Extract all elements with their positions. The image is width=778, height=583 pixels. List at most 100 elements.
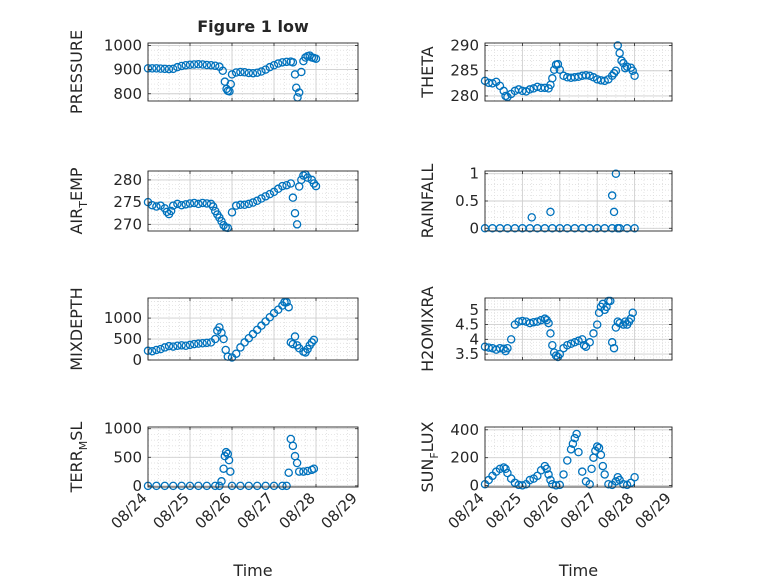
data-point (514, 85, 523, 94)
axes-background (148, 43, 358, 101)
data-point (177, 200, 186, 210)
data-point (240, 67, 249, 77)
data-point (189, 198, 199, 208)
data-point (585, 479, 594, 489)
data-point (261, 192, 270, 201)
data-point (501, 464, 510, 474)
data-point (231, 68, 241, 77)
data-point (563, 456, 572, 465)
axes-box (484, 297, 673, 361)
data-point (297, 67, 306, 77)
data-point (628, 66, 637, 75)
data-point (617, 56, 626, 65)
data-point (536, 315, 546, 325)
data-point (278, 58, 287, 67)
y-tick-label: 275 (113, 193, 142, 211)
data-point (194, 339, 203, 348)
y-tick-label: 3.5 (455, 345, 479, 363)
data-point (160, 343, 170, 352)
data-point (585, 71, 594, 81)
data-point (282, 481, 291, 491)
y-axis-label-subscript: T (77, 201, 90, 209)
data-point (495, 464, 505, 474)
data-point (628, 308, 637, 318)
data-point (226, 79, 235, 89)
y-axis-label: PRESSURE (67, 30, 86, 114)
data-point (615, 48, 624, 58)
axes-background (485, 43, 672, 101)
subplot-pressure: 800 900 1000 PRESSURE Figure 1 low (67, 17, 359, 114)
y-tick-label: 4 (469, 330, 479, 348)
data-point (181, 341, 191, 351)
data-point (224, 455, 234, 465)
data-point (210, 61, 220, 70)
data-point (596, 450, 606, 460)
data-point (265, 62, 275, 72)
data-point (611, 66, 621, 75)
data-point (269, 60, 279, 70)
data-point (265, 189, 275, 199)
data-point (563, 340, 572, 350)
data-point (566, 339, 576, 349)
data-point (546, 207, 555, 217)
data-point (223, 449, 233, 459)
data-point (248, 198, 258, 207)
data-point (544, 470, 553, 479)
data-point (221, 447, 231, 457)
data-point (173, 62, 182, 72)
data-point (147, 200, 157, 210)
data-point (252, 481, 262, 491)
y-tick-label: 0 (132, 477, 142, 495)
subplot-h2omixra: 3.544.55 H2OMIXRA (418, 286, 673, 372)
data-point (177, 341, 186, 350)
data-point (572, 429, 581, 439)
y-axis-label-subscript: F (428, 452, 441, 458)
data-point (181, 60, 191, 70)
data-point (611, 477, 621, 486)
data-point (570, 433, 580, 443)
data-point (198, 198, 207, 208)
data-point (194, 199, 203, 209)
data-point (164, 341, 174, 351)
data-point (166, 206, 176, 216)
data-point (257, 194, 266, 203)
y-tick-label: 900 (113, 61, 142, 79)
y-tick-label: 5 (469, 301, 479, 319)
data-point (290, 208, 300, 218)
data-point (288, 339, 298, 349)
axes-box (484, 42, 673, 102)
data-point (185, 60, 195, 70)
y-axis-label-subscript: M (77, 441, 90, 451)
y-tick-label: 1000 (104, 36, 142, 54)
y-axis-label: RAINFALL (418, 164, 437, 239)
y-tick-label: 500 (113, 330, 142, 348)
data-point (173, 341, 182, 351)
data-point (189, 339, 199, 349)
data-point (585, 338, 594, 347)
data-point (598, 461, 608, 471)
data-point (299, 467, 308, 476)
data-point (546, 329, 555, 338)
y-axis-label: MIXDEPTH (67, 287, 86, 370)
data-point (278, 481, 287, 491)
y-tick-label: 800 (113, 85, 142, 103)
y-tick-label: 0 (132, 351, 142, 369)
data-point (168, 201, 178, 210)
y-tick-label: 290 (450, 37, 479, 55)
data-point (160, 64, 170, 74)
data-point (185, 340, 195, 350)
chart-title: Figure 1 low (197, 17, 309, 36)
data-point (309, 335, 319, 345)
data-point (226, 467, 235, 476)
data-point (223, 223, 233, 233)
data-point (215, 323, 224, 332)
data-point (252, 196, 262, 206)
data-point (147, 64, 157, 73)
data-point (219, 220, 228, 230)
subplot-theta: 280 285 290 THETA (418, 37, 673, 105)
data-point (152, 345, 161, 355)
data-point (518, 316, 527, 326)
data-point (156, 344, 165, 354)
data-point (499, 86, 508, 96)
